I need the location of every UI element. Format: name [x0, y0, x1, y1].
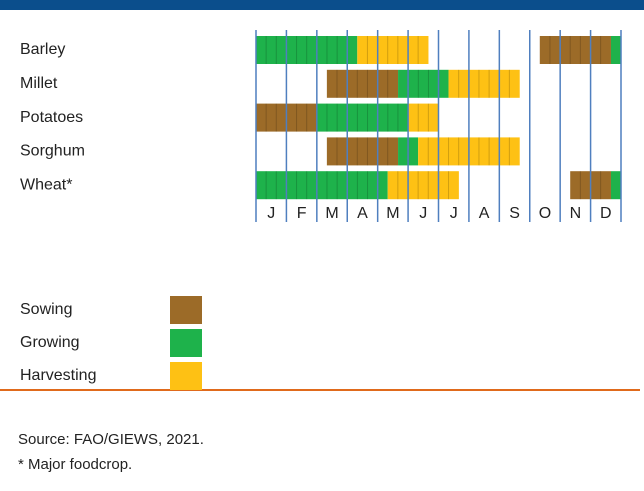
- crop-label: Millet: [20, 75, 58, 92]
- crop-label: Barley: [20, 41, 65, 58]
- legend-label: Sowing: [20, 301, 72, 318]
- source-note: Source: FAO/GIEWS, 2021.: [18, 431, 204, 448]
- stage-bar: [357, 36, 429, 64]
- crop-label: Sorghum: [20, 143, 85, 160]
- crop-label: Wheat*: [20, 176, 72, 193]
- stage-bar: [326, 69, 399, 98]
- month-label: J: [419, 205, 427, 222]
- month-label: F: [297, 205, 307, 222]
- stage-bar: [448, 69, 520, 98]
- stage-bar: [610, 171, 621, 200]
- stage-bar: [408, 103, 439, 132]
- month-label: N: [570, 205, 582, 222]
- stage-bar: [316, 103, 409, 132]
- legend-label: Growing: [20, 334, 80, 351]
- month-label: O: [539, 205, 551, 222]
- legend-swatch: [170, 296, 202, 324]
- legend-swatch: [170, 362, 202, 390]
- stage-bar: [326, 137, 399, 166]
- stage-bar: [256, 36, 358, 64]
- month-label: D: [600, 205, 612, 222]
- stage-bar: [387, 171, 459, 200]
- month-label: J: [450, 205, 458, 222]
- month-label: J: [267, 205, 275, 222]
- footnote: * Major foodcrop.: [18, 456, 132, 473]
- stage-bar: [256, 171, 388, 200]
- legend-label: Harvesting: [20, 367, 96, 384]
- month-label: M: [386, 205, 399, 222]
- header-band: [0, 0, 644, 10]
- month-label: A: [479, 205, 490, 222]
- stage-bar: [539, 36, 611, 64]
- month-label: M: [325, 205, 338, 222]
- month-label: A: [357, 205, 368, 222]
- month-label: S: [509, 205, 520, 222]
- legend-swatch: [170, 329, 202, 357]
- crop-label: Potatoes: [20, 109, 83, 126]
- stage-bar: [398, 69, 449, 98]
- stage-bar: [610, 36, 621, 64]
